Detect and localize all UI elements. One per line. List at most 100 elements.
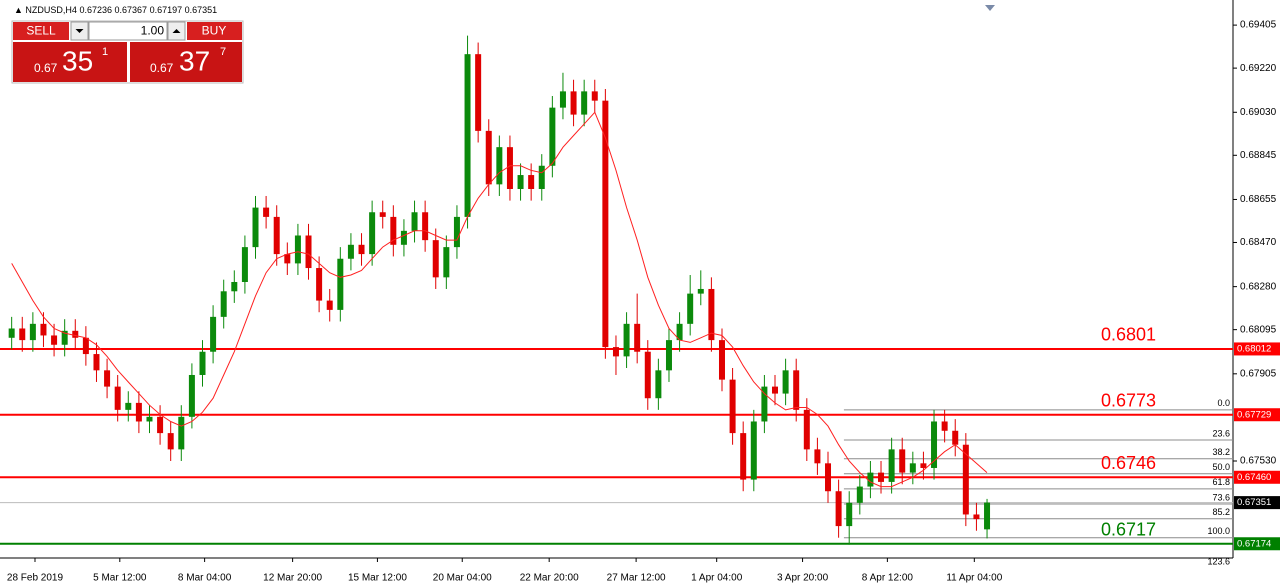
candle-body — [909, 463, 916, 473]
bid-box[interactable] — [13, 42, 127, 82]
candle-body — [305, 235, 312, 269]
candle-body — [856, 486, 863, 503]
candle-body — [761, 386, 768, 422]
candle-body — [390, 216, 397, 245]
y-tick-label: 0.68655 — [1240, 194, 1277, 205]
y-tick-label: 0.68095 — [1240, 324, 1277, 335]
candle-body — [920, 463, 927, 468]
candle-body — [210, 316, 217, 352]
candle-body — [422, 212, 429, 241]
y-tick-label: 0.67905 — [1240, 368, 1277, 379]
candle-body — [623, 323, 630, 357]
candle-body — [814, 449, 821, 464]
candle-body — [93, 354, 100, 371]
candle-body — [655, 370, 662, 399]
y-tick-label: 0.67530 — [1240, 456, 1277, 467]
buy-label: BUY — [202, 24, 227, 38]
level-tag — [1234, 342, 1280, 356]
candle-body — [485, 130, 492, 185]
symbol: NZDUSD,H4 — [25, 5, 77, 15]
candle-body — [665, 340, 672, 371]
candle-body — [188, 374, 195, 417]
candle-body — [167, 433, 174, 450]
fib-label: 100.0 — [1207, 526, 1230, 536]
candle-body — [400, 230, 407, 245]
level-label: 0.6746 — [1101, 453, 1156, 473]
ohlc-close: 0.67351 — [185, 5, 218, 15]
moving-average — [11, 111, 988, 488]
buy-button[interactable] — [187, 22, 242, 40]
candle-body — [411, 212, 418, 231]
fib-label: 85.2 — [1212, 507, 1230, 517]
candle-body — [29, 323, 36, 341]
candle-body — [125, 402, 132, 410]
candle-body — [379, 212, 386, 217]
candle-body — [846, 502, 853, 527]
candle-body — [252, 207, 259, 248]
bid-big: 35 — [62, 45, 93, 76]
collapse-arrow: ▲ — [14, 5, 25, 15]
candle-body — [528, 175, 535, 190]
fib-label: 23.6 — [1212, 428, 1230, 438]
candle-body — [899, 449, 906, 473]
candle-body — [634, 323, 641, 352]
candle-body — [570, 91, 577, 115]
candle-body — [835, 491, 842, 527]
candle-body — [337, 258, 344, 310]
trade-panel: SELL 1.00 BUY 0.67 35 1 0.67 37 7 — [11, 20, 244, 84]
level-label: 0.6773 — [1101, 390, 1156, 410]
candle-body — [559, 91, 566, 108]
candle-body — [157, 416, 164, 434]
fib-label: 0.0 — [1217, 398, 1230, 408]
x-tick-label: 3 Apr 20:00 — [777, 573, 829, 584]
chart-header: ▲ NZDUSD,H4 0.67236 0.67367 0.67197 0.67… — [14, 5, 217, 15]
y-tick-label: 0.68845 — [1240, 150, 1277, 161]
candle-body — [517, 175, 524, 190]
candle-body — [581, 91, 588, 115]
candle-body — [506, 147, 513, 190]
candle-body — [40, 323, 47, 336]
level-tag-label: 0.67460 — [1237, 472, 1271, 483]
candle-body — [708, 288, 715, 341]
ask-prefix: 0.67 — [150, 61, 174, 75]
candle-body — [771, 386, 778, 394]
level-label: 0.6717 — [1101, 520, 1156, 540]
down-arrow — [75, 29, 84, 33]
candle-body — [952, 430, 959, 445]
x-tick-label: 8 Mar 04:00 — [178, 573, 232, 584]
level-tag-label: 0.67174 — [1237, 538, 1271, 549]
candle-body — [284, 254, 291, 264]
bid-small: 1 — [102, 46, 108, 58]
candle-body — [358, 244, 365, 255]
ask-small: 7 — [220, 46, 226, 58]
candle-body — [294, 235, 301, 264]
level-tag — [1234, 470, 1280, 484]
candle-body — [962, 444, 969, 515]
y-tick-label: 0.69405 — [1240, 20, 1277, 31]
ask-box[interactable] — [130, 42, 242, 82]
sell-button[interactable] — [13, 22, 69, 40]
candle-body — [443, 247, 450, 278]
candle-body — [718, 340, 725, 380]
candle-body — [432, 240, 439, 278]
candle-body — [316, 268, 323, 301]
candle-body — [496, 147, 503, 185]
candle-body — [347, 244, 354, 259]
y-tick-label: 0.68280 — [1240, 281, 1277, 292]
candle-body — [220, 291, 227, 317]
shift-marker — [985, 5, 995, 11]
candle-body — [803, 409, 810, 450]
candle-body — [984, 502, 991, 530]
x-tick-label: 27 Mar 12:00 — [607, 573, 666, 584]
ohlc-high: 0.67367 — [115, 5, 148, 15]
candle-body — [644, 351, 651, 399]
x-tick-label: 11 Apr 04:00 — [946, 573, 1002, 584]
candle-body — [591, 91, 598, 101]
level-tag-label: 0.68012 — [1237, 343, 1271, 354]
x-tick-label: 20 Mar 04:00 — [433, 573, 492, 584]
candle-body — [114, 386, 121, 410]
lot-input[interactable] — [88, 21, 168, 41]
level-label: 0.6801 — [1101, 325, 1156, 345]
